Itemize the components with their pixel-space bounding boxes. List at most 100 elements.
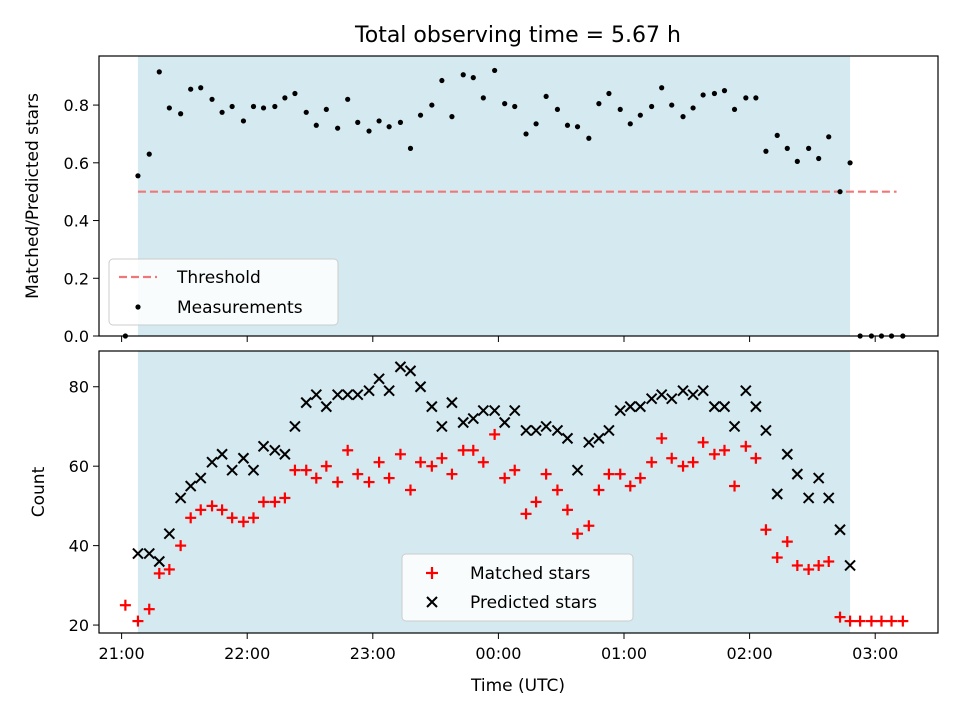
predicted-star-point	[509, 404, 521, 417]
bottom-x-tick-label: 22:00	[224, 644, 270, 663]
measurement-point	[407, 145, 414, 151]
measurement-point	[386, 124, 392, 130]
predicted-star-point	[341, 388, 354, 401]
matched-star-point	[415, 456, 427, 468]
measurement-point	[731, 106, 738, 113]
predicted-star-point	[603, 424, 615, 437]
measurement-point	[303, 109, 309, 115]
matched-star-point	[247, 512, 259, 524]
matched-star-point	[216, 504, 228, 516]
measurement-point	[574, 124, 581, 130]
matched-star-point	[132, 615, 144, 627]
predicted-star-point	[708, 400, 721, 413]
legend-measurements-label: Measurements	[177, 298, 303, 318]
measurement-point	[690, 105, 696, 111]
measurement-point	[198, 85, 204, 91]
predicted-star-point	[289, 420, 301, 433]
matched-star-point	[373, 456, 385, 468]
matched-star-point	[697, 436, 709, 448]
matched-star-point	[342, 444, 354, 456]
matched-star-point	[875, 615, 887, 627]
matched-star-point	[865, 615, 877, 627]
matched-star-point	[332, 476, 344, 488]
predicted-star-point	[436, 420, 448, 433]
matched-star-point	[677, 460, 689, 472]
measurement-point	[837, 189, 843, 195]
matched-star-point	[185, 512, 197, 524]
predicted-star-point	[802, 492, 815, 504]
top-y-tick-label: 0.8	[64, 96, 89, 115]
matched-star-point	[383, 472, 395, 484]
predicted-star-point	[687, 388, 699, 401]
matched-star-point	[289, 464, 301, 476]
predicted-star-point	[750, 400, 762, 413]
legend-matched-label: Matched stars	[470, 564, 590, 584]
bottom-y-axis-label: Count	[29, 466, 49, 517]
measurement-point	[429, 102, 435, 108]
matched-star-point	[634, 472, 646, 484]
top-y-axis-label: Matched/Predicted stars	[23, 93, 43, 299]
top-y-tick-label: 0.6	[64, 154, 89, 173]
measurement-point	[219, 109, 225, 115]
matched-star-point	[813, 559, 825, 571]
predicted-star-point	[143, 547, 155, 560]
predicted-star-point	[257, 440, 270, 453]
matched-star-point	[258, 496, 270, 508]
predicted-star-point	[614, 404, 626, 417]
predicted-star-point	[498, 416, 511, 429]
predicted-star-point	[655, 388, 668, 401]
predicted-star-point	[561, 432, 574, 445]
measurement-point	[272, 103, 278, 110]
matched-star-point	[844, 615, 856, 627]
predicted-star-point	[163, 527, 176, 540]
measurement-point	[166, 105, 172, 111]
predicted-star-point	[812, 472, 825, 484]
measurement-point	[313, 122, 319, 128]
predicted-star-point	[320, 400, 333, 413]
matched-star-point	[760, 524, 772, 536]
matched-star-point	[320, 460, 332, 472]
bottom-x-tick-label: 01:00	[601, 644, 647, 663]
predicted-star-point	[414, 381, 427, 393]
measurement-point	[649, 103, 655, 110]
x-axis-label: Time (UTC)	[470, 676, 565, 696]
measurement-point	[366, 128, 372, 134]
measurement-point	[543, 93, 549, 100]
bottom-legend-box	[401, 553, 634, 622]
measurement-point	[376, 118, 382, 124]
matched-star-point	[572, 528, 584, 540]
measurement-point	[480, 95, 486, 101]
matched-star-point	[603, 468, 615, 480]
measurement-point	[637, 112, 643, 118]
predicted-star-point	[216, 448, 228, 460]
predicted-star-point	[184, 480, 197, 492]
matched-star-point	[446, 468, 458, 480]
matched-star-point	[119, 599, 131, 611]
measurement-point	[460, 72, 466, 78]
matched-star-point	[750, 452, 762, 464]
predicted-star-point	[488, 404, 501, 417]
predicted-star-point	[237, 452, 250, 464]
measurement-point	[743, 95, 749, 101]
measurement-point	[135, 173, 141, 179]
bottom-x-tick-label: 02:00	[727, 644, 773, 663]
predicted-star-point	[823, 492, 835, 504]
measurement-point	[156, 69, 162, 75]
predicted-star-point	[467, 412, 479, 425]
measurement-point	[617, 106, 623, 113]
predicted-star-point	[520, 424, 532, 437]
predicted-star-point	[394, 361, 407, 373]
predicted-star-point	[226, 464, 238, 476]
predicted-star-point	[174, 492, 187, 504]
predicted-star-point	[530, 424, 542, 437]
matched-star-point	[614, 468, 626, 480]
matched-star-point	[163, 563, 175, 575]
measurement-point	[397, 119, 404, 125]
measurement-point	[260, 105, 267, 111]
top-panel: 0.00.20.40.60.8 Matched/Predicted stars …	[23, 55, 939, 346]
measurement-point	[763, 148, 769, 154]
top-plot-frame	[98, 55, 939, 337]
predicted-star-point	[153, 555, 165, 568]
measurement-point	[554, 106, 561, 113]
measurement-point	[355, 119, 361, 125]
